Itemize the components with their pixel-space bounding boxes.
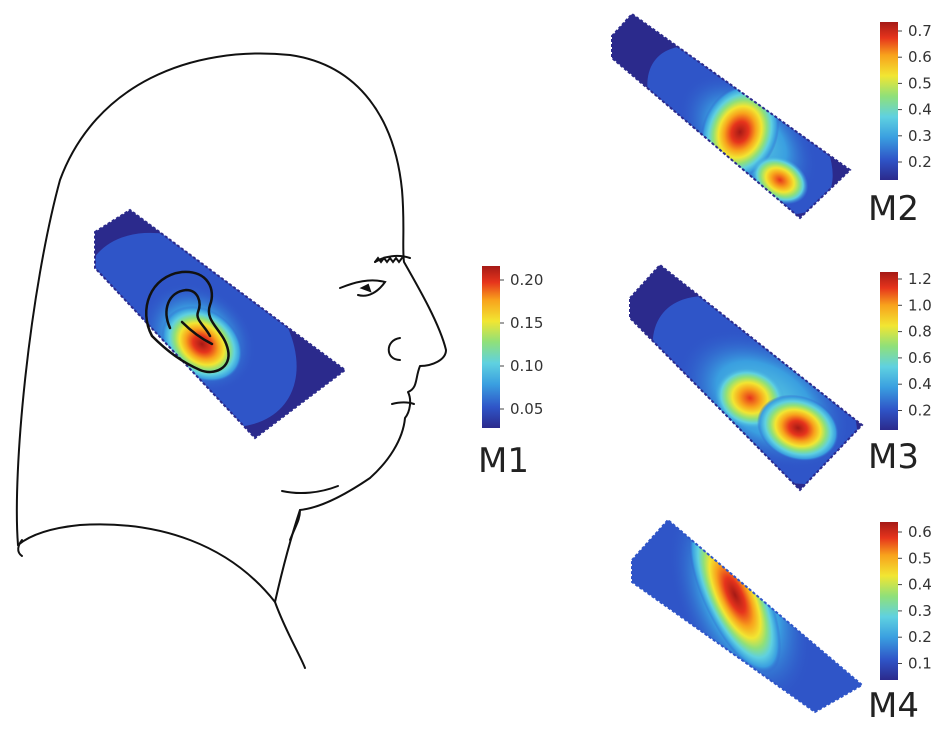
colorbar-M2-tick-label: 0.2 <box>908 153 932 171</box>
colorbar-M1-bar <box>482 266 500 428</box>
colorbar-M4-bar <box>880 522 898 680</box>
colorbar-M2-tick-label: 0.3 <box>908 127 932 145</box>
colorbar-M1: 0.20 0.15 0.10 0.05 M1 <box>478 266 543 481</box>
colorbar-M1-tick-label: 0.10 <box>510 357 543 375</box>
colorbar-M2-tick-label: 0.6 <box>908 48 932 66</box>
heatmap-M1-edge <box>94 208 347 440</box>
panel-label-M3: M3 <box>868 437 919 477</box>
colorbar-M3: 1.2 1.0 0.8 0.6 0.4 0.2 M3 <box>868 270 932 477</box>
colorbar-M3-tick-label: 0.8 <box>908 323 932 341</box>
colorbar-M4: 0.6 0.5 0.4 0.3 0.2 0.1 M4 <box>868 522 932 726</box>
colorbar-M3-tick-label: 0.4 <box>908 375 932 393</box>
colorbar-M4-tick-label: 0.3 <box>908 602 932 620</box>
panel-label-M2: M2 <box>868 189 919 229</box>
colorbar-M4-tick-label: 0.2 <box>908 628 932 646</box>
colorbar-M3-bar <box>880 272 898 430</box>
head-outline <box>15 52 447 669</box>
colorbar-M2-tick-label: 0.5 <box>908 74 932 92</box>
face-details <box>339 254 415 405</box>
colorbar-M3-tick-label: 0.6 <box>908 349 932 367</box>
colorbar-M1-tick-label: 0.05 <box>510 400 543 418</box>
colorbar-M1-tick-label: 0.15 <box>510 314 543 332</box>
heatmap-M2-edge <box>611 12 852 220</box>
colorbar-M2: 0.7 0.6 0.5 0.4 0.3 0.2 M2 <box>868 22 932 229</box>
heatmap-M3-edge <box>629 263 864 492</box>
heatmap-M4-edge <box>631 518 864 714</box>
eye <box>339 279 387 297</box>
colorbar-M3-tick-label: 1.2 <box>908 270 932 288</box>
heatmap-M1 <box>95 210 345 438</box>
heatmap-M2 <box>612 14 850 218</box>
panel-label-M1: M1 <box>478 441 529 481</box>
panel-label-M4: M4 <box>868 686 919 726</box>
mouth <box>391 401 415 405</box>
colorbar-M2-tick-label: 0.4 <box>908 101 932 119</box>
colorbar-M4-tick-label: 0.1 <box>908 655 932 673</box>
ear-outline <box>145 270 230 374</box>
colorbar-M4-tick-label: 0.4 <box>908 576 932 594</box>
colorbar-M3-tick-label: 0.2 <box>908 402 932 420</box>
heatmap-M3 <box>630 265 862 490</box>
eyebrow-hair <box>374 256 403 264</box>
nostril <box>387 337 401 361</box>
colorbar-M4-tick-label: 0.5 <box>908 549 932 567</box>
colorbar-M4-tick-label: 0.6 <box>908 523 932 541</box>
colorbar-M2-tick-label: 0.7 <box>908 22 932 40</box>
eyebrow <box>374 254 411 263</box>
colorbar-M2-bar <box>880 22 898 180</box>
colorbar-M3-tick-label: 1.0 <box>908 296 932 314</box>
colorbar-M1-tick-label: 0.20 <box>510 271 543 289</box>
